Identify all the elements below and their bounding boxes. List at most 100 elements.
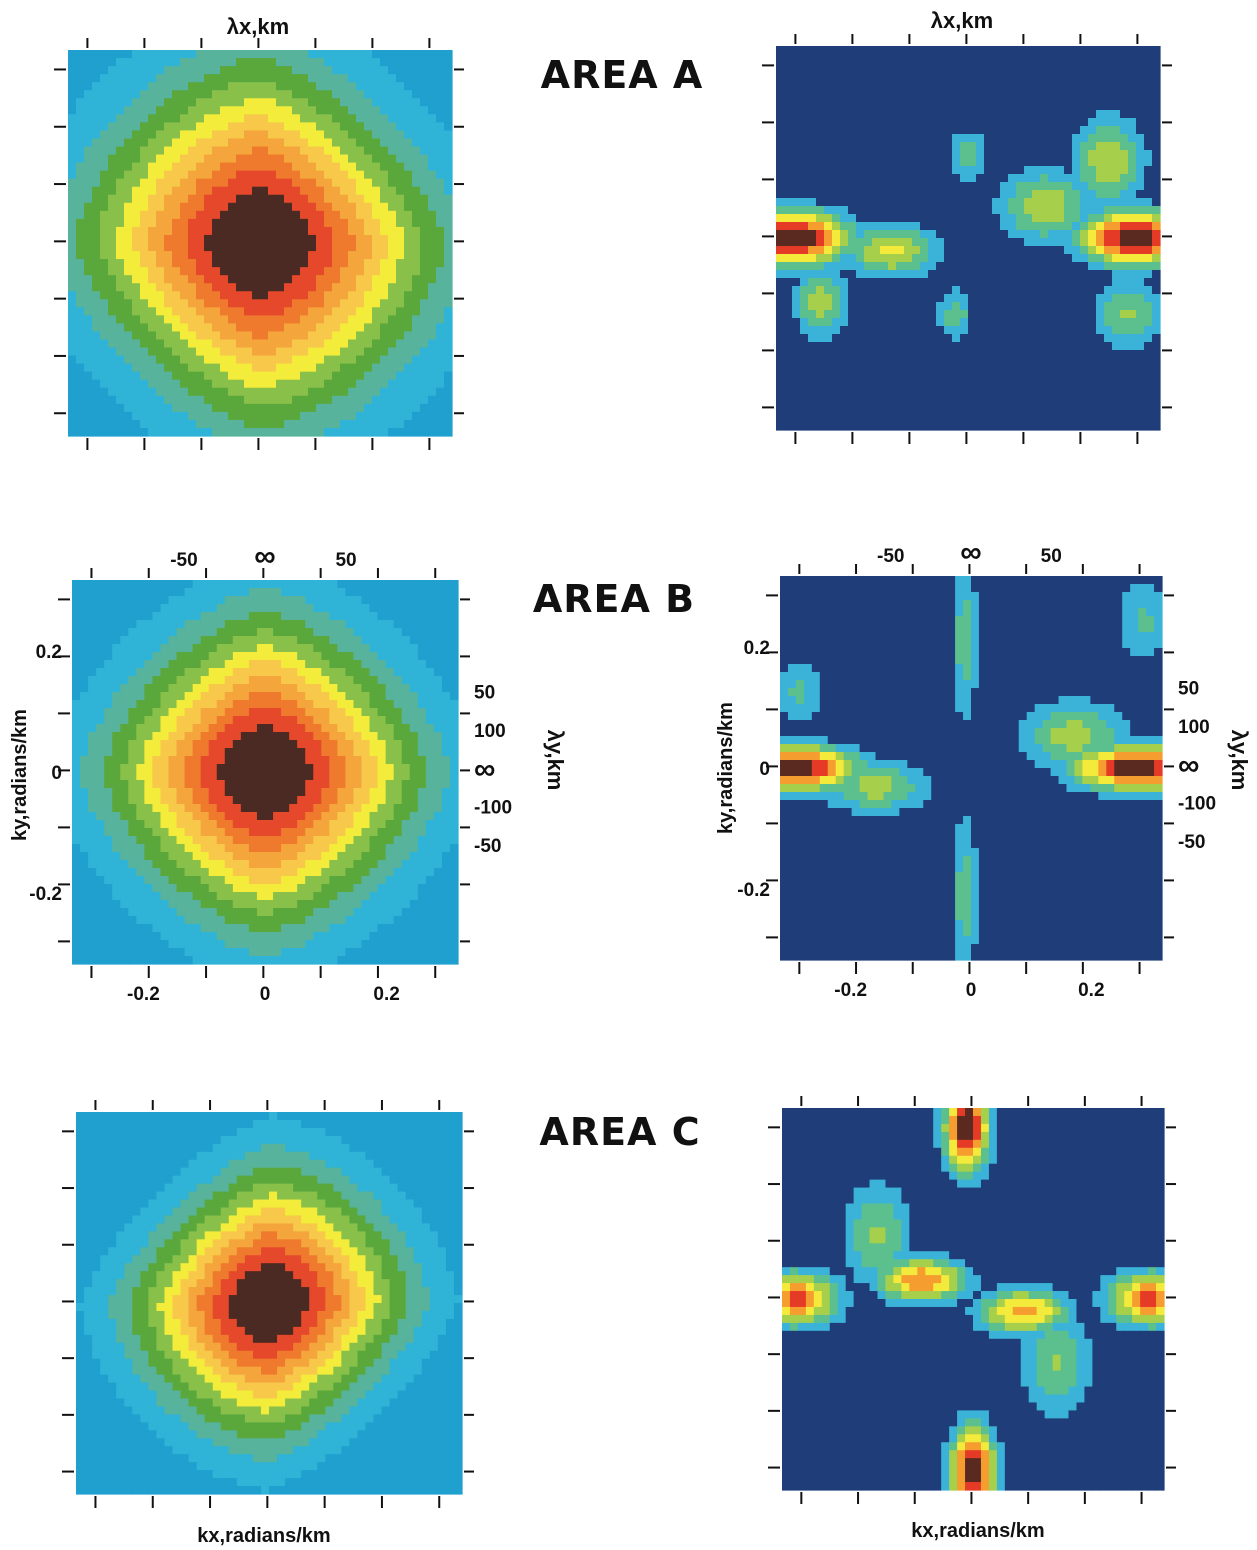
heatmap-cell [776,334,785,343]
heatmap-cell [385,604,395,613]
heatmap-cell [204,170,213,180]
heatmap-cell [880,246,889,255]
heatmap-cell [1104,198,1113,207]
heatmap-cell [784,238,793,247]
heatmap-cell [1080,350,1089,359]
heatmap-cell [212,275,221,284]
heatmap-cell [92,114,101,123]
heatmap-cell [816,294,825,303]
heatmap-cell [289,604,298,613]
heatmap-cell [1136,254,1145,263]
heatmap-cell [364,186,373,196]
heatmap-cell [1128,358,1137,367]
heatmap-cell [1072,110,1081,119]
heatmap-cell [316,210,325,220]
heatmap-cell [324,122,333,132]
heatmap-cell [1040,214,1049,223]
heatmap-cell [776,70,785,79]
heatmap-cell [220,419,229,429]
heatmap-cell [1064,246,1073,255]
heatmap-cell [212,82,221,91]
heatmap-cell [148,218,157,228]
heatmap-cell [220,210,229,220]
heatmap-cell [928,230,937,239]
heatmap-cell [960,222,969,231]
heatmap-cell [992,86,1001,95]
heatmap-cell [268,90,277,99]
heatmap-cell [1048,374,1057,383]
heatmap-cell [356,299,365,308]
heatmap-cell [1072,54,1081,63]
heatmap-cell [1032,310,1041,319]
heatmap-cell [976,326,985,335]
heatmap-cell [928,222,937,231]
heatmap-cell [260,251,269,260]
heatmap-cell [832,350,841,359]
heatmap-cell [308,307,317,316]
heatmap-cell [100,162,109,172]
heatmap-cell [68,178,77,188]
heatmap-cell [292,387,301,397]
heatmap-cell [1048,102,1057,111]
heatmap-cell [952,262,961,271]
heatmap-cell [1152,126,1161,135]
heatmap-cell [1088,366,1097,375]
heatmap-cell [888,262,897,271]
heatmap-cell [140,379,149,389]
heatmap-cell [1064,118,1073,127]
heatmap-cell [140,186,149,196]
heatmap-cell [800,342,809,351]
heatmap-cell [428,178,437,188]
heatmap-cell [260,347,269,357]
heatmap-cell [244,411,253,421]
heatmap-cell [148,50,157,59]
heatmap-cell [904,198,913,207]
heatmap-cell [936,118,945,127]
heatmap-cell [1064,126,1073,135]
heatmap-cell [364,243,373,252]
heatmap-cell [832,254,841,263]
heatmap-cell [116,363,125,373]
heatmap-cell [332,186,341,196]
heatmap-cell [444,411,453,421]
heatmap-cell [276,259,285,268]
heatmap-cell [1096,318,1105,327]
heatmap-cell [848,342,857,351]
heatmap-cell [340,154,349,164]
heatmap-cell [808,254,817,263]
heatmap-cell [316,202,325,212]
heatmap-cell [396,347,405,357]
heatmap-cell [912,318,921,327]
heatmap-cell [1032,238,1041,247]
heatmap-cell [1032,70,1041,79]
heatmap-cell [356,114,365,123]
heatmap-cell [265,620,274,629]
heatmap-cell [880,238,889,247]
heatmap-cell [284,355,293,365]
heatmap-cell [1056,62,1065,71]
heatmap-cell [236,138,245,148]
heatmap-cell [268,98,277,107]
heatmap-cell [292,299,301,308]
heatmap-cell [1128,86,1137,95]
heatmap-cell [776,126,785,135]
heatmap-cell [132,82,141,91]
heatmap-cell [204,299,213,308]
heatmap-cell [864,150,873,159]
heatmap-cell [1120,270,1129,279]
heatmap-cell [1120,62,1129,71]
heatmap-cell [936,366,945,375]
heatmap-cell [204,339,213,349]
heatmap-cell [800,414,809,423]
heatmap-cell [912,62,921,71]
heatmap-cell [388,291,397,300]
heatmap-cell [1144,126,1153,135]
heatmap-cell [992,198,1001,207]
heatmap-cell [348,275,357,284]
heatmap-cell [912,278,921,287]
heatmap-cell [276,194,285,204]
heatmap-cell [912,86,921,95]
heatmap-cell [220,130,229,140]
heatmap-cell [316,66,325,75]
heatmap-cell [816,366,825,375]
